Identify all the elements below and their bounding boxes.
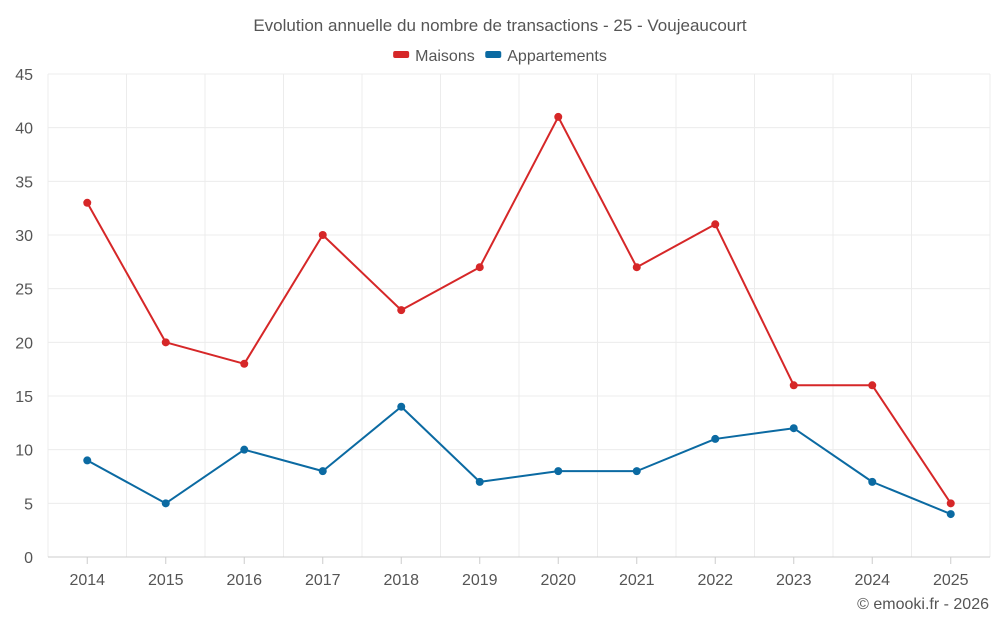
- y-tick-label: 35: [15, 174, 33, 191]
- series-layer: [83, 112, 955, 519]
- legend-swatch: [393, 51, 410, 58]
- data-point[interactable]: [161, 499, 170, 508]
- legend-label: Maisons: [415, 48, 475, 65]
- x-tick-label: 2023: [776, 572, 812, 589]
- x-tick-label: 2015: [148, 572, 184, 589]
- data-point[interactable]: [868, 477, 877, 486]
- x-tick-label: 2020: [540, 572, 576, 589]
- series-maisons: [83, 112, 955, 508]
- data-point[interactable]: [868, 381, 877, 390]
- data-point[interactable]: [554, 112, 563, 121]
- y-tick-label: 10: [15, 443, 33, 460]
- legend: Maisons Appartements: [393, 48, 607, 65]
- y-tick-label: 30: [15, 228, 33, 245]
- data-point[interactable]: [946, 510, 955, 519]
- data-point[interactable]: [240, 445, 249, 454]
- y-tick-label: 0: [24, 550, 33, 567]
- legend-label: Appartements: [507, 48, 607, 65]
- data-point[interactable]: [475, 263, 484, 272]
- data-point[interactable]: [161, 338, 170, 347]
- y-tick-label: 25: [15, 282, 33, 299]
- data-point[interactable]: [711, 434, 720, 443]
- data-point[interactable]: [554, 467, 563, 476]
- x-axis-ticks: 2014 2015 2016 2017 2018 2019 2020 2021 2022 2023…: [69, 557, 969, 589]
- x-tick-label: 2018: [383, 572, 419, 589]
- legend-swatch: [485, 51, 502, 58]
- series-line: [86, 115, 952, 504]
- data-point[interactable]: [318, 467, 327, 476]
- x-tick-label: 2022: [697, 572, 733, 589]
- grid: [47, 73, 991, 558]
- legend-item-appartements[interactable]: Appartements: [485, 48, 607, 65]
- series-appartements: [83, 402, 955, 519]
- legend-item-maisons[interactable]: Maisons: [393, 48, 475, 65]
- data-point[interactable]: [632, 263, 641, 272]
- x-tick-label: 2024: [854, 572, 890, 589]
- series-line: [86, 405, 952, 515]
- data-point[interactable]: [83, 456, 92, 465]
- y-tick-label: 20: [15, 335, 33, 352]
- data-point[interactable]: [318, 231, 327, 239]
- data-point[interactable]: [946, 499, 955, 508]
- x-tick-label: 2014: [69, 572, 105, 589]
- data-point[interactable]: [711, 220, 720, 229]
- credit-text: © emooki.fr - 2026: [857, 596, 989, 613]
- y-tick-label: 40: [15, 121, 33, 138]
- x-tick-label: 2016: [226, 572, 262, 589]
- data-point[interactable]: [475, 477, 484, 486]
- y-tick-label: 45: [15, 67, 33, 84]
- data-point[interactable]: [397, 402, 406, 411]
- data-point[interactable]: [789, 381, 798, 390]
- y-tick-label: 5: [24, 496, 33, 513]
- data-point[interactable]: [397, 306, 406, 315]
- chart-title: Evolution annuelle du nombre de transact…: [253, 16, 747, 35]
- y-tick-label: 15: [15, 389, 33, 406]
- data-point[interactable]: [240, 359, 249, 368]
- x-tick-label: 2017: [305, 572, 341, 589]
- x-tick-label: 2021: [619, 572, 655, 589]
- data-point[interactable]: [789, 424, 798, 433]
- y-axis-ticks: 0 5 10 15 20 25 30 35 40 45: [15, 67, 33, 567]
- data-point[interactable]: [632, 467, 641, 476]
- x-tick-label: 2019: [462, 572, 498, 589]
- x-tick-label: 2025: [933, 572, 969, 589]
- data-point[interactable]: [83, 198, 92, 207]
